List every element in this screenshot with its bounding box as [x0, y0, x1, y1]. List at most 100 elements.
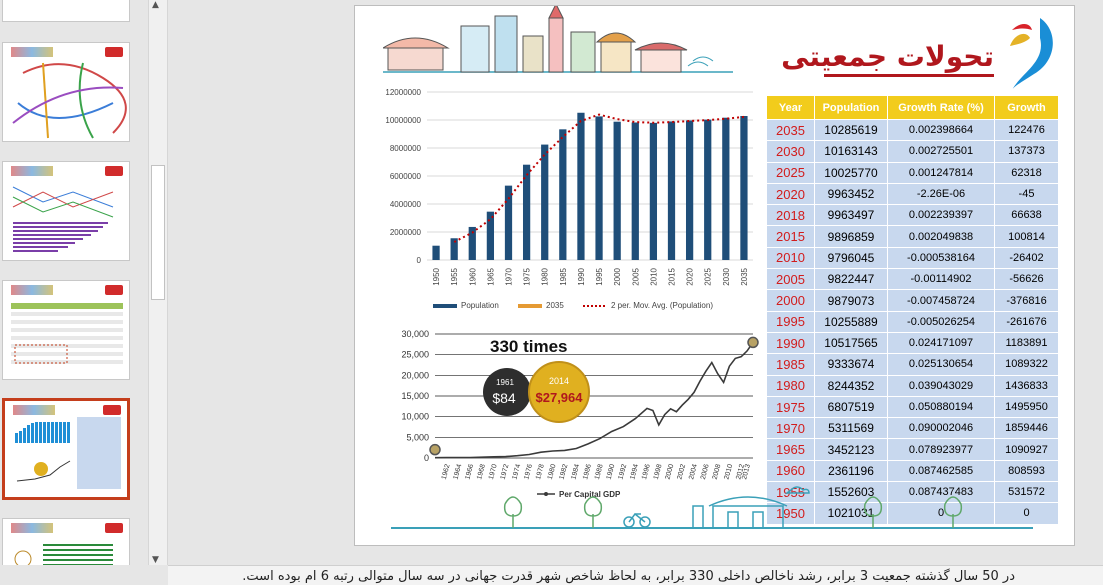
population-bar: [595, 116, 603, 260]
table-row: 1970 5311569 0.090002046 1859446: [766, 417, 1059, 440]
slide-canvas[interactable]: تحولات جمعیتی 0 2000000 4000000 6000000 8000…: [354, 5, 1075, 546]
bar-x-tick-label: 2010: [649, 267, 658, 285]
population-bar: [704, 119, 712, 260]
table-cell-growth-rate: 0.024171097: [887, 331, 995, 355]
col-header-growth: Growth: [994, 95, 1059, 120]
gdp-x-tick-label: 1982: [559, 463, 570, 480]
table-cell-growth: 1183891: [994, 331, 1059, 355]
gdp-x-tick-label: 2002: [676, 463, 687, 480]
slide-thumbnail[interactable]: [2, 161, 130, 261]
table-cell-growth: 62318: [994, 161, 1059, 184]
bar-x-tick-label: 2005: [631, 267, 640, 285]
table-row: 2015 9896859 0.002049838 100814: [766, 225, 1059, 248]
table-cell-year: 2005: [766, 268, 815, 291]
population-bar: [432, 245, 440, 260]
gdp-badge-1961-value: $84: [492, 390, 516, 406]
bar-x-tick-label: 2000: [613, 267, 622, 285]
table-cell-growth: 808593: [994, 459, 1059, 483]
slide-thumbnail[interactable]: [2, 518, 130, 565]
scroll-up-arrow-icon[interactable]: ▲: [152, 0, 159, 10]
population-bar: [667, 121, 676, 260]
table-row: 1975 6807519 0.050880194 1495950: [766, 395, 1059, 419]
slide-thumbnail[interactable]: [2, 280, 130, 380]
table-cell-year: 1990: [766, 331, 815, 355]
gdp-x-tick-label: 1966: [464, 463, 475, 480]
bar-y-tick-label: 4000000: [390, 200, 422, 209]
table-cell-year: 1995: [766, 310, 815, 333]
scrollbar-thumb[interactable]: [151, 165, 165, 300]
slide-thumbnail[interactable]: [2, 42, 130, 142]
table-cell-year: 2015: [766, 225, 815, 248]
gdp-chart-title: 330 times: [490, 337, 568, 356]
table-cell-population: 5311569: [814, 417, 888, 440]
bar-x-tick-label: 1965: [486, 267, 495, 285]
gdp-x-tick-label: 1986: [582, 463, 593, 480]
table-cell-population: 9333674: [814, 353, 888, 376]
notes-pane[interactable]: در 50 سال گذشته جمعیت 3 برابر، رشد ناخال…: [168, 565, 1103, 585]
table-cell-growth: 1090927: [994, 438, 1059, 461]
bar-x-tick-label: 1950: [432, 267, 441, 285]
table-cell-year: 1980: [766, 374, 815, 397]
table-cell-growth: 1436833: [994, 374, 1059, 397]
table-cell-growth-rate: 0.002239397: [887, 204, 995, 227]
bar-y-tick-label: 12000000: [385, 88, 421, 97]
gdp-y-tick-label: 25,000: [401, 350, 429, 360]
col-header-population: Population: [814, 95, 888, 120]
gdp-x-tick-label: 2006: [700, 463, 711, 480]
logo-text: تحولات جمعیتی: [781, 40, 994, 73]
gdp-end-marker: [747, 336, 759, 349]
table-cell-growth: 1089322: [994, 353, 1059, 376]
table-cell-population: 10163143: [814, 140, 888, 163]
table-row: 1980 8244352 0.039043029 1436833: [766, 374, 1059, 397]
thumbnail-scrollbar[interactable]: ▲ ▼: [148, 0, 168, 565]
table-cell-growth: -261676: [994, 310, 1059, 333]
bar-y-tick-label: 10000000: [385, 116, 421, 125]
table-cell-year: 1955: [766, 481, 815, 504]
table-cell-population: 9796045: [814, 246, 888, 270]
gdp-x-tick-label: 1964: [453, 463, 464, 480]
slide-thumbnail-active[interactable]: [2, 398, 130, 500]
gdp-x-tick-label: 1970: [488, 463, 499, 480]
bottom-landscape-illustration: [391, 486, 1033, 529]
population-table: Year Population Growth Rate (%) Growth 2…: [766, 95, 1059, 525]
table-cell-growth: 100814: [994, 225, 1059, 248]
table-cell-growth: -376816: [994, 289, 1059, 312]
gdp-x-tick-label: 1996: [641, 463, 652, 480]
table-header-row: Year Population Growth Rate (%) Growth: [766, 95, 1059, 120]
gdp-x-tick-label: 1962: [441, 463, 452, 480]
table-cell-growth: 122476: [994, 118, 1059, 142]
population-bar: [522, 164, 531, 260]
population-bar: [631, 122, 639, 260]
scroll-down-arrow-icon[interactable]: ▼: [152, 555, 159, 565]
table-cell-population: 9963497: [814, 204, 888, 227]
notes-text[interactable]: در 50 سال گذشته جمعیت 3 برابر، رشد ناخال…: [242, 569, 1015, 584]
table-cell-growth-rate: 0.025130654: [887, 353, 995, 376]
table-cell-year: 1950: [766, 502, 815, 525]
table-cell-growth: 137373: [994, 140, 1059, 163]
table-cell-year: 1965: [766, 438, 815, 461]
population-bar: [577, 112, 585, 260]
table-cell-population: 9822447: [814, 268, 888, 291]
table-cell-population: 8244352: [814, 374, 888, 397]
table-row: 2035 10285619 0.002398664 122476: [766, 118, 1059, 142]
bar-x-tick-label: 1955: [450, 267, 459, 285]
slide-thumbnail[interactable]: [2, 0, 130, 22]
bar-x-tick-label: 2030: [722, 267, 731, 285]
gdp-x-tick-label: 2012: [735, 463, 746, 480]
gdp-y-tick-label: 30,000: [401, 329, 429, 339]
gdp-x-tick-label: 1976: [523, 463, 534, 480]
bar-x-tick-label: 2020: [686, 267, 695, 285]
table-cell-population: 9963452: [814, 182, 888, 206]
table-row: 1995 10255889 -0.005026254 -261676: [766, 310, 1059, 333]
bar-y-tick-label: 6000000: [390, 172, 422, 181]
table-cell-population: 10285619: [814, 118, 888, 142]
bar-x-tick-label: 1970: [505, 267, 514, 285]
table-cell-year: 2030: [766, 140, 815, 163]
gdp-badge-1961: [483, 368, 531, 416]
table-cell-year: 2000: [766, 289, 815, 312]
table-cell-growth: 66638: [994, 204, 1059, 227]
table-row: 2018 9963497 0.002239397 66638: [766, 204, 1059, 227]
gdp-x-tick-label: 2008: [712, 463, 723, 480]
bar-x-tick-label: 1990: [577, 267, 586, 285]
table-cell-growth-rate: 0.087462585: [887, 459, 995, 483]
